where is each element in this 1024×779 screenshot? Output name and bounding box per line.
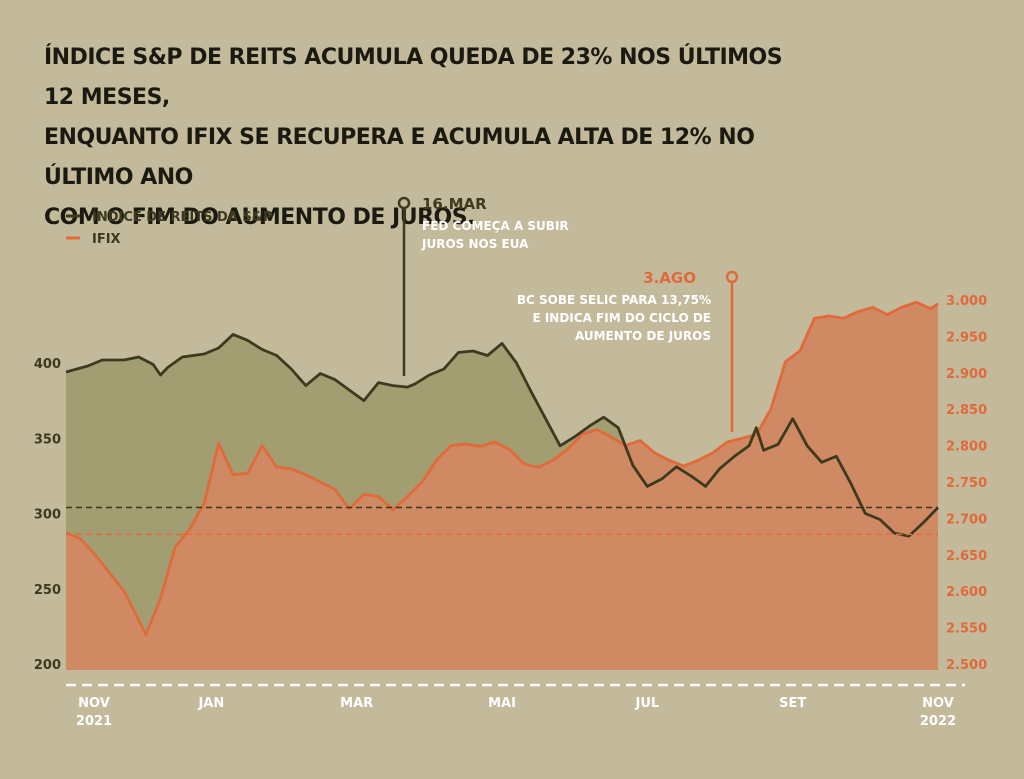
x-tick-mar-2: MAR bbox=[340, 696, 373, 711]
right-tick-2.700: 2.700 bbox=[946, 512, 987, 527]
left-tick-250: 250 bbox=[34, 583, 61, 598]
x-tick-jul-4: JUL bbox=[634, 696, 659, 711]
right-y-axis: 3.000 2.950 2.900 2.850 2.800 2.750 2.700 2.650… bbox=[946, 294, 987, 673]
left-tick-200: 200 bbox=[34, 658, 61, 673]
right-tick-2.950: 2.950 bbox=[946, 330, 987, 345]
sp-line bbox=[65, 333, 940, 538]
x-tick-jan-1: JAN bbox=[197, 696, 224, 711]
chart-title: ÍNDICE S&P DE REITS ACUMULA QUEDA DE 23%… bbox=[44, 38, 804, 238]
right-tick-2.750: 2.750 bbox=[946, 476, 987, 491]
annotation-fed-text-2: JUROS NOS EUA bbox=[421, 237, 529, 251]
annotation-fed-date: 16.MAR bbox=[422, 195, 487, 213]
annotation-selic: 3.AGO BC SOBE SELIC PARA 13,75% E INDICA… bbox=[517, 269, 739, 432]
x-tick-year-2022: 2022 bbox=[920, 714, 956, 729]
ifix-line bbox=[65, 300, 939, 637]
legend-label-sp: ÍNDICE DE REITS DA S&P bbox=[92, 209, 273, 225]
x-axis: NOV 2021 JAN MAR MAI JUL SET NOV 2022 bbox=[66, 683, 965, 729]
annotation-selic-text-1: BC SOBE SELIC PARA 13,75% bbox=[517, 293, 711, 307]
left-tick-400: 400 bbox=[34, 357, 61, 372]
right-tick-2.500: 2.500 bbox=[946, 658, 987, 673]
x-tick-set-5: SET bbox=[779, 696, 806, 711]
ifix-area bbox=[66, 302, 938, 670]
legend: ÍNDICE DE REITS DA S&P IFIX bbox=[66, 209, 273, 247]
right-tick-2.600: 2.600 bbox=[946, 585, 987, 600]
annotation-fed-text-1: FED COMEÇA A SUBIR bbox=[422, 219, 569, 233]
x-tick-nov-0: NOV bbox=[78, 696, 110, 711]
left-tick-300: 300 bbox=[34, 508, 61, 523]
right-tick-2.850: 2.850 bbox=[946, 403, 987, 418]
right-tick-2.650: 2.650 bbox=[946, 549, 987, 564]
legend-label-ifix: IFIX bbox=[92, 232, 121, 247]
annotation-selic-text-2: E INDICA FIM DO CICLO DE bbox=[532, 311, 711, 325]
annotation-fed: 16.MAR FED COMEÇA A SUBIR JUROS NOS EUA bbox=[397, 195, 569, 376]
annotation-selic-marker-circle bbox=[725, 270, 739, 284]
x-tick-nov-6: NOV bbox=[922, 696, 954, 711]
x-tick-mai-3: MAI bbox=[488, 696, 516, 711]
annotation-fed-marker-circle bbox=[397, 196, 411, 210]
right-tick-2.550: 2.550 bbox=[946, 622, 987, 637]
title-line-2: ENQUANTO IFIX SE RECUPERA E ACUMULA ALTA… bbox=[44, 125, 755, 190]
x-tick-year-2021: 2021 bbox=[76, 714, 112, 729]
annotation-selic-text-3: AUMENTO DE JUROS bbox=[575, 329, 711, 343]
annotation-selic-date: 3.AGO bbox=[643, 269, 696, 287]
title-line-1: ÍNDICE S&P DE REITS ACUMULA QUEDA DE 23%… bbox=[44, 45, 783, 110]
plot-area bbox=[65, 300, 940, 670]
left-tick-350: 350 bbox=[34, 432, 61, 447]
reference-lines bbox=[66, 506, 938, 536]
right-tick-2.900: 2.900 bbox=[946, 367, 987, 382]
left-y-axis: 400 350 300 250 200 bbox=[34, 357, 61, 673]
right-tick-2.800: 2.800 bbox=[946, 440, 987, 455]
right-tick-3.000: 3.000 bbox=[946, 294, 987, 309]
